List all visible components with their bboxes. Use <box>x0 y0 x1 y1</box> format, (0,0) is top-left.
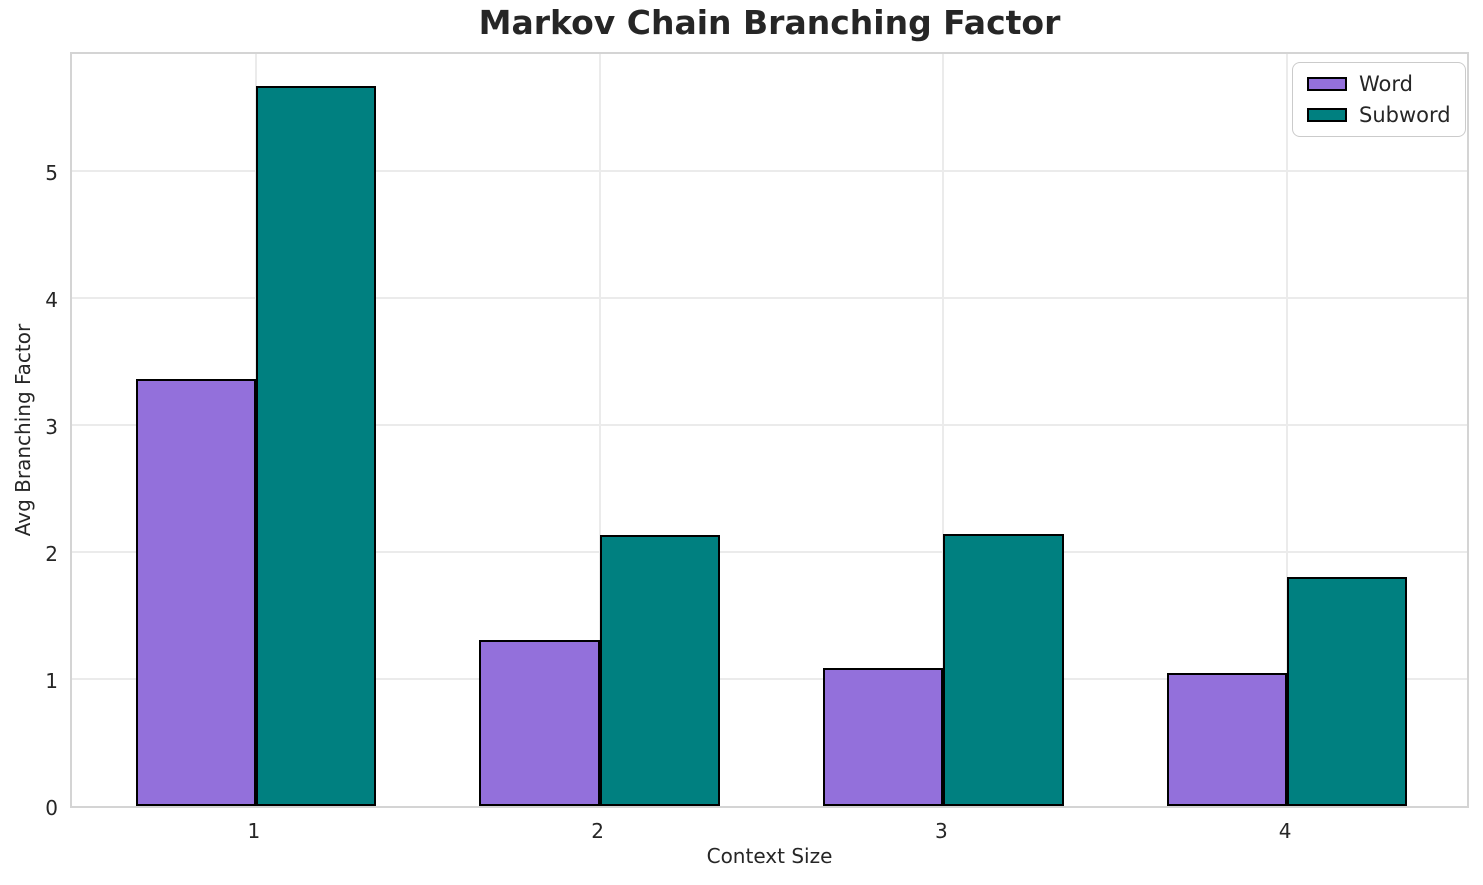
bar-subword-3 <box>943 534 1064 806</box>
legend: Word Subword <box>1292 62 1466 137</box>
grid-line-vertical <box>942 54 945 806</box>
y-tick-label: 5 <box>45 160 58 185</box>
grid-line-horizontal <box>72 550 1467 553</box>
grid-line-vertical <box>1286 54 1289 806</box>
grid-line-vertical <box>598 54 601 806</box>
bar-word-1 <box>135 379 256 806</box>
bar-subword-4 <box>1287 577 1408 806</box>
y-tick-label: 2 <box>45 541 58 566</box>
bar-subword-1 <box>255 85 377 806</box>
y-tick-label: 4 <box>45 287 58 312</box>
grid-line-horizontal <box>72 296 1467 299</box>
plot-area <box>70 52 1469 808</box>
x-tick-label: 4 <box>1278 819 1292 843</box>
x-tick-label: 3 <box>934 819 948 843</box>
x-axis-label: Context Size <box>706 844 833 868</box>
y-tick-label: 0 <box>45 796 58 820</box>
grid-line-horizontal <box>72 677 1467 680</box>
bar-subword-2 <box>599 535 720 806</box>
chart-title: Markov Chain Branching Factor <box>478 3 1061 42</box>
x-tick-label: 2 <box>591 819 604 843</box>
legend-label: Subword <box>1359 103 1451 127</box>
grid-line-horizontal <box>72 169 1467 172</box>
bar-word-4 <box>1166 672 1288 806</box>
y-tick-label: 3 <box>45 414 58 439</box>
legend-swatch-word <box>1307 77 1347 91</box>
bar-word-2 <box>479 639 600 806</box>
legend-item-subword: Subword <box>1307 103 1451 127</box>
x-tick-label: 1 <box>247 819 261 843</box>
bar-word-3 <box>823 667 944 806</box>
legend-swatch-subword <box>1307 108 1347 122</box>
grid-line-horizontal <box>72 423 1467 426</box>
legend-item-word: Word <box>1307 72 1451 96</box>
y-tick-label: 1 <box>45 668 58 693</box>
legend-label: Word <box>1359 72 1413 96</box>
